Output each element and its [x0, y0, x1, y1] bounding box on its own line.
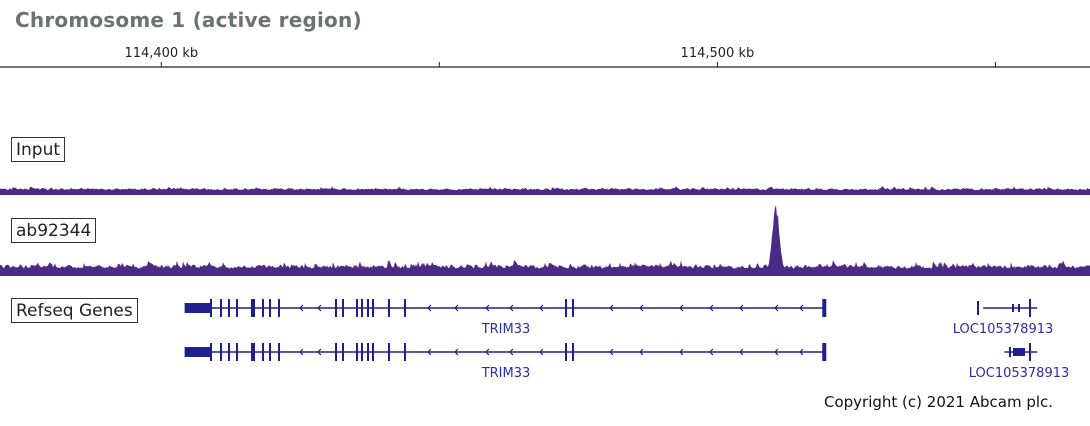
- gene-exon: [356, 343, 358, 361]
- gene-exon: [822, 299, 827, 317]
- gene-exon: [251, 343, 253, 361]
- gene-exon: [210, 343, 212, 361]
- signal-area: [0, 186, 1090, 194]
- gene-exon: [572, 299, 574, 317]
- gene-strand-arrow: [799, 304, 804, 312]
- gene-exon: [253, 299, 255, 317]
- gene-exon: [367, 343, 369, 361]
- gene-strand-arrow: [799, 348, 804, 356]
- gene-exon: [269, 299, 271, 317]
- gene-exon: [356, 299, 358, 317]
- gene-exon: [565, 343, 567, 361]
- gene-strand-arrow: [509, 348, 514, 356]
- gene-strand-arrow: [317, 304, 322, 312]
- track-label-refseq-genes: Refseq Genes: [11, 298, 138, 323]
- refseq-genes-track: TRIM33 TRIM33 LOC105378913 LOC105378913: [184, 299, 1070, 381]
- gene-exon: [269, 343, 271, 361]
- gene-exon: [404, 343, 406, 361]
- gene-exon: [1029, 343, 1031, 361]
- gene-exon: [342, 299, 344, 317]
- gene-exon: [977, 301, 979, 315]
- gene-strand-arrow: [299, 304, 304, 312]
- gene-strand-arrow: [774, 348, 779, 356]
- gene-strand-arrow: [539, 348, 544, 356]
- gene-exon: [1009, 347, 1011, 357]
- gene-strand-arrow: [774, 304, 779, 312]
- gene-utr-block: [184, 347, 211, 357]
- gene-exon: [253, 343, 255, 361]
- gene-label: TRIM33: [481, 322, 531, 337]
- gene-exon: [228, 343, 230, 361]
- gene-strand-arrow: [639, 348, 644, 356]
- copyright-notice: Copyright (c) 2021 Abcam plc.: [824, 393, 1054, 411]
- signal-area: [0, 205, 1090, 275]
- gene-loc105378913: LOC105378913: [953, 299, 1054, 337]
- gene-exon: [361, 299, 363, 317]
- track-label-input: Input: [11, 137, 66, 162]
- gene-strand-arrow: [539, 304, 544, 312]
- chart-title: Chromosome 1 (active region): [15, 8, 362, 32]
- gene-exon: [220, 299, 222, 317]
- gene-strand-arrow: [709, 304, 714, 312]
- gene-strand-arrow: [739, 348, 744, 356]
- gene-exon: [1013, 348, 1025, 356]
- gene-strand-arrow: [299, 348, 304, 356]
- gene-strand-arrow: [454, 304, 459, 312]
- gene-strand-arrow: [609, 304, 614, 312]
- gene-exon: [236, 299, 238, 317]
- gene-exon: [1012, 304, 1014, 312]
- gene-exon: [251, 299, 253, 317]
- gene-exon: [572, 343, 574, 361]
- gene-exon: [361, 343, 363, 361]
- gene-strand-arrow: [454, 348, 459, 356]
- genomic-ruler: 114,400 kb 114,500 kb: [0, 46, 1090, 68]
- gene-exon: [822, 343, 827, 361]
- gene-loc105378913: LOC105378913: [969, 343, 1070, 381]
- gene-strand-arrow: [485, 348, 490, 356]
- gene-exon: [565, 299, 567, 317]
- gene-exon: [388, 299, 390, 317]
- gene-exon: [404, 299, 406, 317]
- gene-exon: [367, 299, 369, 317]
- gene-label: LOC105378913: [969, 366, 1070, 381]
- gene-exon: [236, 343, 238, 361]
- track-input-signal: [0, 186, 1090, 195]
- track-ab92344-signal: [0, 205, 1090, 276]
- gene-strand-arrow: [679, 304, 684, 312]
- gene-trim33: TRIM33: [184, 299, 827, 337]
- gene-strand-arrow: [427, 304, 432, 312]
- gene-exon: [1018, 304, 1020, 312]
- gene-exon: [1029, 299, 1031, 317]
- gene-exon: [342, 343, 344, 361]
- gene-strand-arrow: [317, 348, 322, 356]
- gene-strand-arrow: [485, 304, 490, 312]
- gene-exon: [262, 343, 264, 361]
- gene-exon: [278, 299, 280, 317]
- gene-exon: [372, 343, 374, 361]
- gene-strand-arrow: [679, 348, 684, 356]
- gene-exon: [372, 299, 374, 317]
- gene-utr-block: [184, 303, 211, 313]
- gene-strand-arrow: [427, 348, 432, 356]
- gene-exon: [210, 299, 212, 317]
- gene-exon: [220, 343, 222, 361]
- gene-strand-arrow: [739, 304, 744, 312]
- gene-strand-arrow: [509, 304, 514, 312]
- gene-exon: [262, 299, 264, 317]
- ruler-tick-label: 114,500 kb: [681, 46, 755, 61]
- track-label-ab92344: ab92344: [11, 218, 97, 243]
- gene-exon: [335, 299, 337, 317]
- gene-exon: [388, 343, 390, 361]
- gene-strand-arrow: [639, 304, 644, 312]
- gene-label: TRIM33: [481, 366, 531, 381]
- gene-exon: [335, 343, 337, 361]
- gene-label: LOC105378913: [953, 322, 1054, 337]
- ruler-tick-label: 114,400 kb: [124, 46, 198, 61]
- gene-exon: [278, 343, 280, 361]
- gene-strand-arrow: [709, 348, 714, 356]
- gene-exon: [228, 299, 230, 317]
- gene-strand-arrow: [609, 348, 614, 356]
- gene-trim33: TRIM33: [184, 343, 827, 381]
